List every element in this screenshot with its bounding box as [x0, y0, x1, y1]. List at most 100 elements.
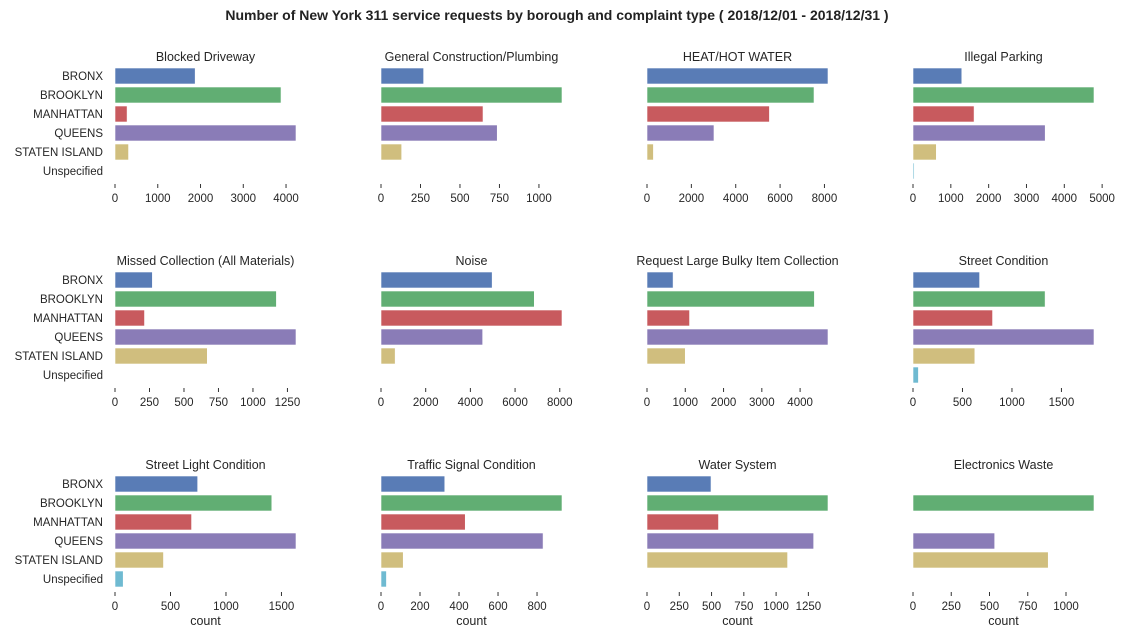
y-tick-label: QUEENS [54, 332, 103, 344]
bar [646, 105, 770, 123]
bar [114, 513, 192, 531]
x-tick-label: 3000 [1014, 193, 1040, 205]
bar [114, 67, 196, 85]
bar [380, 309, 563, 327]
y-tick-label: MANHATTAN [33, 313, 103, 325]
bar [646, 494, 829, 512]
x-tick-label: 3000 [230, 193, 256, 205]
x-tick-label: 250 [411, 193, 430, 205]
bar [912, 124, 1046, 142]
x-axis-label: count [190, 614, 221, 628]
bar [380, 143, 402, 161]
x-tick-label: 8000 [812, 193, 838, 205]
panel-title: Illegal Parking [964, 50, 1043, 64]
x-tick-label: 1500 [1049, 397, 1075, 409]
bar [380, 67, 424, 85]
x-tick-label: 0 [910, 397, 916, 409]
panel-title: Missed Collection (All Materials) [117, 254, 295, 268]
panel-electronics-waste: Electronics Waste 0 250 500 750 1000 count [910, 458, 1095, 628]
bar [114, 475, 198, 493]
x-tick-label: 500 [161, 601, 180, 613]
bar [912, 328, 1095, 346]
panel-request-large-bulky-item-collection: Request Large Bulky Item Collection 0 1000… [636, 254, 838, 409]
x-tick-label: 1000 [672, 397, 698, 409]
y-tick-label: QUEENS [54, 536, 103, 548]
x-tick-label: 750 [490, 193, 509, 205]
bar [912, 532, 996, 550]
panel-title: Street Light Condition [145, 458, 265, 472]
x-tick-label: 8000 [547, 397, 573, 409]
y-tick-label: BRONX [62, 71, 103, 83]
panel-title: Blocked Driveway [156, 50, 256, 64]
x-tick-label: 4000 [1052, 193, 1078, 205]
bar [114, 328, 297, 346]
bar [912, 309, 993, 327]
chart-title: Number of New York 311 service requests … [225, 7, 888, 23]
bar [380, 271, 493, 289]
x-tick-label: 1000 [999, 397, 1025, 409]
x-tick-label: 2000 [413, 397, 439, 409]
x-tick-label: 6000 [502, 397, 528, 409]
x-tick-label: 2000 [976, 193, 1002, 205]
bar [646, 475, 712, 493]
bar [646, 86, 815, 104]
panel-title: Traffic Signal Condition [407, 458, 536, 472]
y-tick-label: Unspecified [43, 166, 103, 178]
bar [380, 532, 544, 550]
x-tick-label: 4000 [787, 397, 813, 409]
bar [114, 532, 297, 550]
x-tick-label: 0 [112, 397, 118, 409]
x-tick-label: 4000 [458, 397, 484, 409]
bar [380, 328, 483, 346]
bar [646, 532, 814, 550]
x-tick-label: 4000 [273, 193, 299, 205]
x-tick-label: 0 [378, 601, 384, 613]
panels: Blocked Driveway BRONX BROOKLYN MANHATTAN QU… [15, 50, 1115, 628]
bar [912, 347, 976, 365]
x-tick-label: 0 [378, 397, 384, 409]
y-tick-label: BROOKLYN [40, 294, 103, 306]
bar [114, 551, 164, 569]
x-tick-label: 0 [112, 193, 118, 205]
x-tick-label: 500 [980, 601, 999, 613]
x-tick-label: 6000 [767, 193, 793, 205]
bar [114, 143, 129, 161]
x-tick-label: 1000 [240, 397, 266, 409]
bar [912, 67, 963, 85]
x-tick-label: 500 [450, 193, 469, 205]
x-tick-label: 0 [644, 601, 650, 613]
x-axis-label: count [988, 614, 1019, 628]
y-tick-label: STATEN ISLAND [15, 555, 103, 567]
y-tick-label: STATEN ISLAND [15, 351, 103, 363]
panel-illegal-parking: Illegal Parking 0 1000 2000 3000 4000 5000 [910, 50, 1115, 205]
bar [380, 475, 446, 493]
panel-title: General Construction/Plumbing [385, 50, 559, 64]
x-tick-label: 250 [140, 397, 159, 409]
bar [114, 271, 153, 289]
y-tick-label: BRONX [62, 275, 103, 287]
bar [114, 309, 145, 327]
x-tick-label: 750 [734, 601, 753, 613]
x-tick-label: 0 [910, 193, 916, 205]
panel-title: Street Condition [959, 254, 1049, 268]
y-tick-label: STATEN ISLAND [15, 147, 103, 159]
panel-title: Water System [698, 458, 776, 472]
panel-street-condition: Street Condition 0 500 1000 1500 [910, 254, 1095, 409]
x-tick-label: 1000 [763, 601, 789, 613]
x-tick-label: 1000 [526, 193, 552, 205]
x-tick-label: 2000 [711, 397, 737, 409]
bar [912, 551, 1049, 569]
x-axis-label: count [722, 614, 753, 628]
x-tick-label: 0 [910, 601, 916, 613]
bar [912, 366, 919, 384]
x-tick-label: 500 [953, 397, 972, 409]
x-tick-label: 500 [702, 601, 721, 613]
bar [380, 570, 387, 588]
panel-blocked-driveway: Blocked Driveway BRONX BROOKLYN MANHATTAN QU… [15, 50, 299, 205]
bar [380, 290, 535, 308]
bar [646, 67, 829, 85]
bar [646, 347, 686, 365]
bar [646, 143, 654, 161]
panel-traffic-signal-condition: Traffic Signal Condition 0 200 400 600 800 cou… [378, 458, 563, 628]
